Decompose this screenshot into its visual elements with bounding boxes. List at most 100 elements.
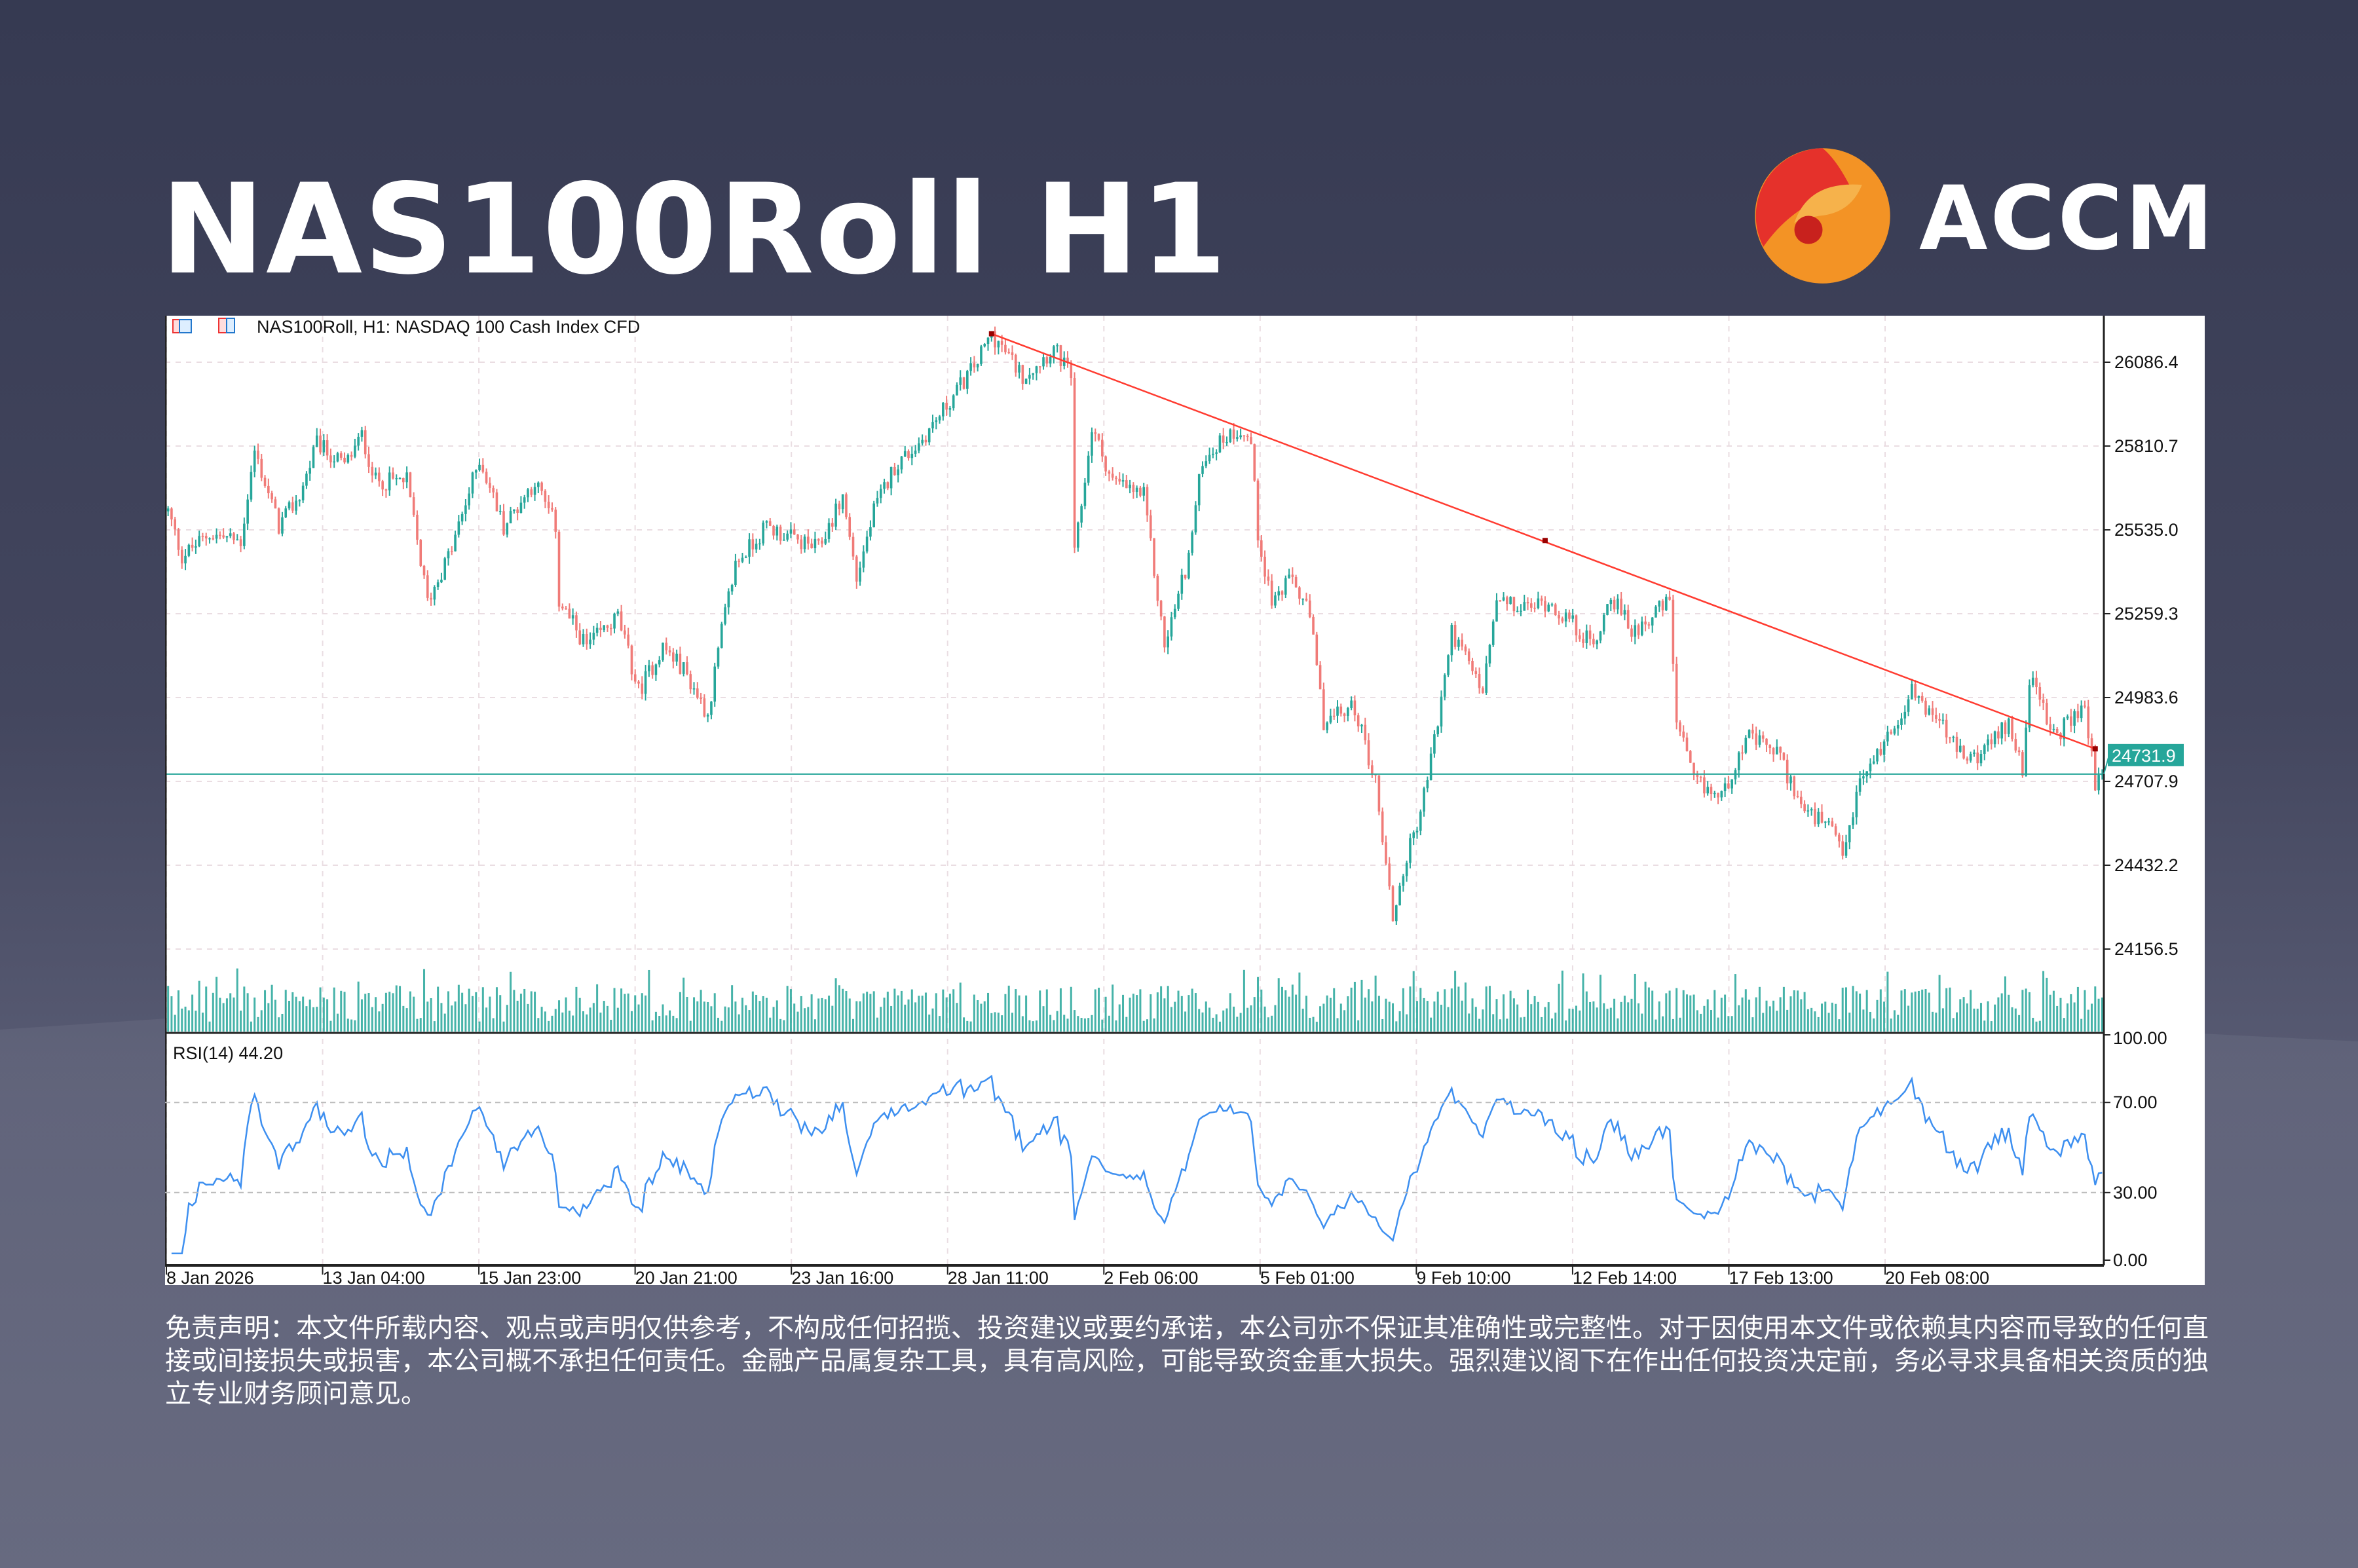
candle: [1776, 747, 1778, 755]
candle: [336, 453, 339, 462]
chart-panel[interactable]: 26086.4 25810.7 25535.0 25259.3 24983.6 24707…: [165, 316, 2205, 1285]
candle: [1163, 616, 1166, 648]
volume-bar: [551, 1015, 553, 1032]
volume-bar: [1606, 1009, 1609, 1032]
volume-bar: [1966, 1003, 1968, 1032]
candle: [768, 521, 772, 526]
candle: [1212, 453, 1214, 455]
volume-bar: [233, 997, 235, 1032]
candle: [339, 453, 343, 458]
candle: [1226, 441, 1228, 443]
volume-bar: [669, 1010, 671, 1032]
candle: [1755, 733, 1757, 745]
volume-bar: [240, 1010, 242, 1032]
candle: [1284, 578, 1287, 595]
candle: [1651, 617, 1654, 626]
candle: [1523, 602, 1526, 611]
volume-bar: [907, 999, 910, 1032]
candle: [865, 536, 869, 551]
candle: [409, 472, 412, 498]
candle: [983, 344, 986, 346]
candle: [371, 466, 374, 476]
candle: [765, 521, 768, 523]
volume-bar: [1430, 1017, 1432, 1032]
volume-bar: [1821, 1003, 1824, 1032]
volume-bar: [1080, 1018, 1083, 1032]
candle: [1641, 621, 1643, 635]
candle: [831, 523, 834, 527]
candle: [1890, 732, 1892, 734]
volume-bar: [478, 1021, 481, 1032]
volume-bar: [745, 1005, 747, 1032]
candle: [1201, 466, 1204, 474]
candle: [668, 650, 671, 653]
candle: [1139, 487, 1142, 496]
candle: [789, 529, 793, 534]
candle: [879, 489, 882, 498]
volume-bar: [437, 986, 440, 1032]
volume-bar: [1550, 1018, 1553, 1032]
candle: [1149, 515, 1152, 538]
volume-bar: [952, 989, 955, 1032]
volume-bar: [1893, 1010, 1896, 1032]
volume-bar: [1662, 1016, 1664, 1032]
volume-bar: [1938, 975, 1941, 1032]
volume-bar: [274, 999, 276, 1032]
volume-bar: [1810, 1007, 1813, 1032]
rsi-line: [171, 1074, 2103, 1254]
volume-bar: [260, 1010, 263, 1032]
time-tick-label: 12 Feb 14:00: [1573, 1268, 1677, 1285]
volume-bar: [1713, 990, 1716, 1032]
candle: [457, 521, 460, 535]
volume-bar: [1205, 1001, 1207, 1032]
candle: [2063, 718, 2066, 739]
candle: [1094, 432, 1097, 434]
candle: [744, 557, 747, 558]
candle: [527, 489, 529, 498]
candle: [1499, 600, 1502, 602]
volume-bar: [1609, 1007, 1612, 1032]
volume-bar: [942, 989, 945, 1032]
volume-bar: [1339, 1003, 1342, 1032]
volume-bar: [312, 1007, 314, 1032]
price-chart[interactable]: 26086.4 25810.7 25535.0 25259.3 24983.6 24707…: [165, 316, 2205, 1285]
volume-bar: [1921, 989, 1924, 1032]
volume-bar: [1617, 1018, 1619, 1032]
volume-bar: [707, 1001, 709, 1032]
candle: [1544, 601, 1546, 612]
bars-icon[interactable]: [172, 319, 192, 333]
volume-bar: [748, 1010, 751, 1032]
template-icon[interactable]: [218, 318, 235, 333]
candle: [568, 608, 571, 619]
candle: [1931, 708, 1934, 715]
candle: [772, 525, 775, 536]
volume-bar: [516, 1000, 519, 1032]
candle: [1506, 597, 1508, 605]
volume-bar: [1613, 998, 1616, 1032]
candle: [1301, 599, 1304, 600]
volume-bar: [2070, 994, 2072, 1032]
volume-bar: [765, 998, 768, 1032]
candle: [239, 539, 242, 546]
volume-bar: [1039, 990, 1041, 1032]
price-tick-label: 25259.3: [2114, 604, 2179, 624]
volume-bar: [1343, 1010, 1346, 1032]
volume-bar: [672, 1015, 675, 1032]
candle: [1073, 378, 1076, 548]
volume-bar: [1983, 1020, 1986, 1032]
volume-bar: [786, 986, 789, 1032]
candle: [309, 468, 312, 474]
candle: [1682, 731, 1685, 738]
volume-bar: [1627, 1002, 1630, 1032]
volume-bar: [983, 1001, 986, 1032]
volume-bar: [2052, 990, 2055, 1032]
candle: [246, 499, 249, 524]
candle: [1194, 505, 1197, 532]
volume-bar: [1226, 1008, 1228, 1032]
volume-bar: [1035, 1020, 1038, 1032]
candle: [523, 497, 526, 503]
current-price-badge: [2108, 743, 2184, 766]
candle: [1723, 783, 1727, 791]
volume-bar: [1485, 986, 1488, 1032]
candle: [1066, 358, 1069, 363]
